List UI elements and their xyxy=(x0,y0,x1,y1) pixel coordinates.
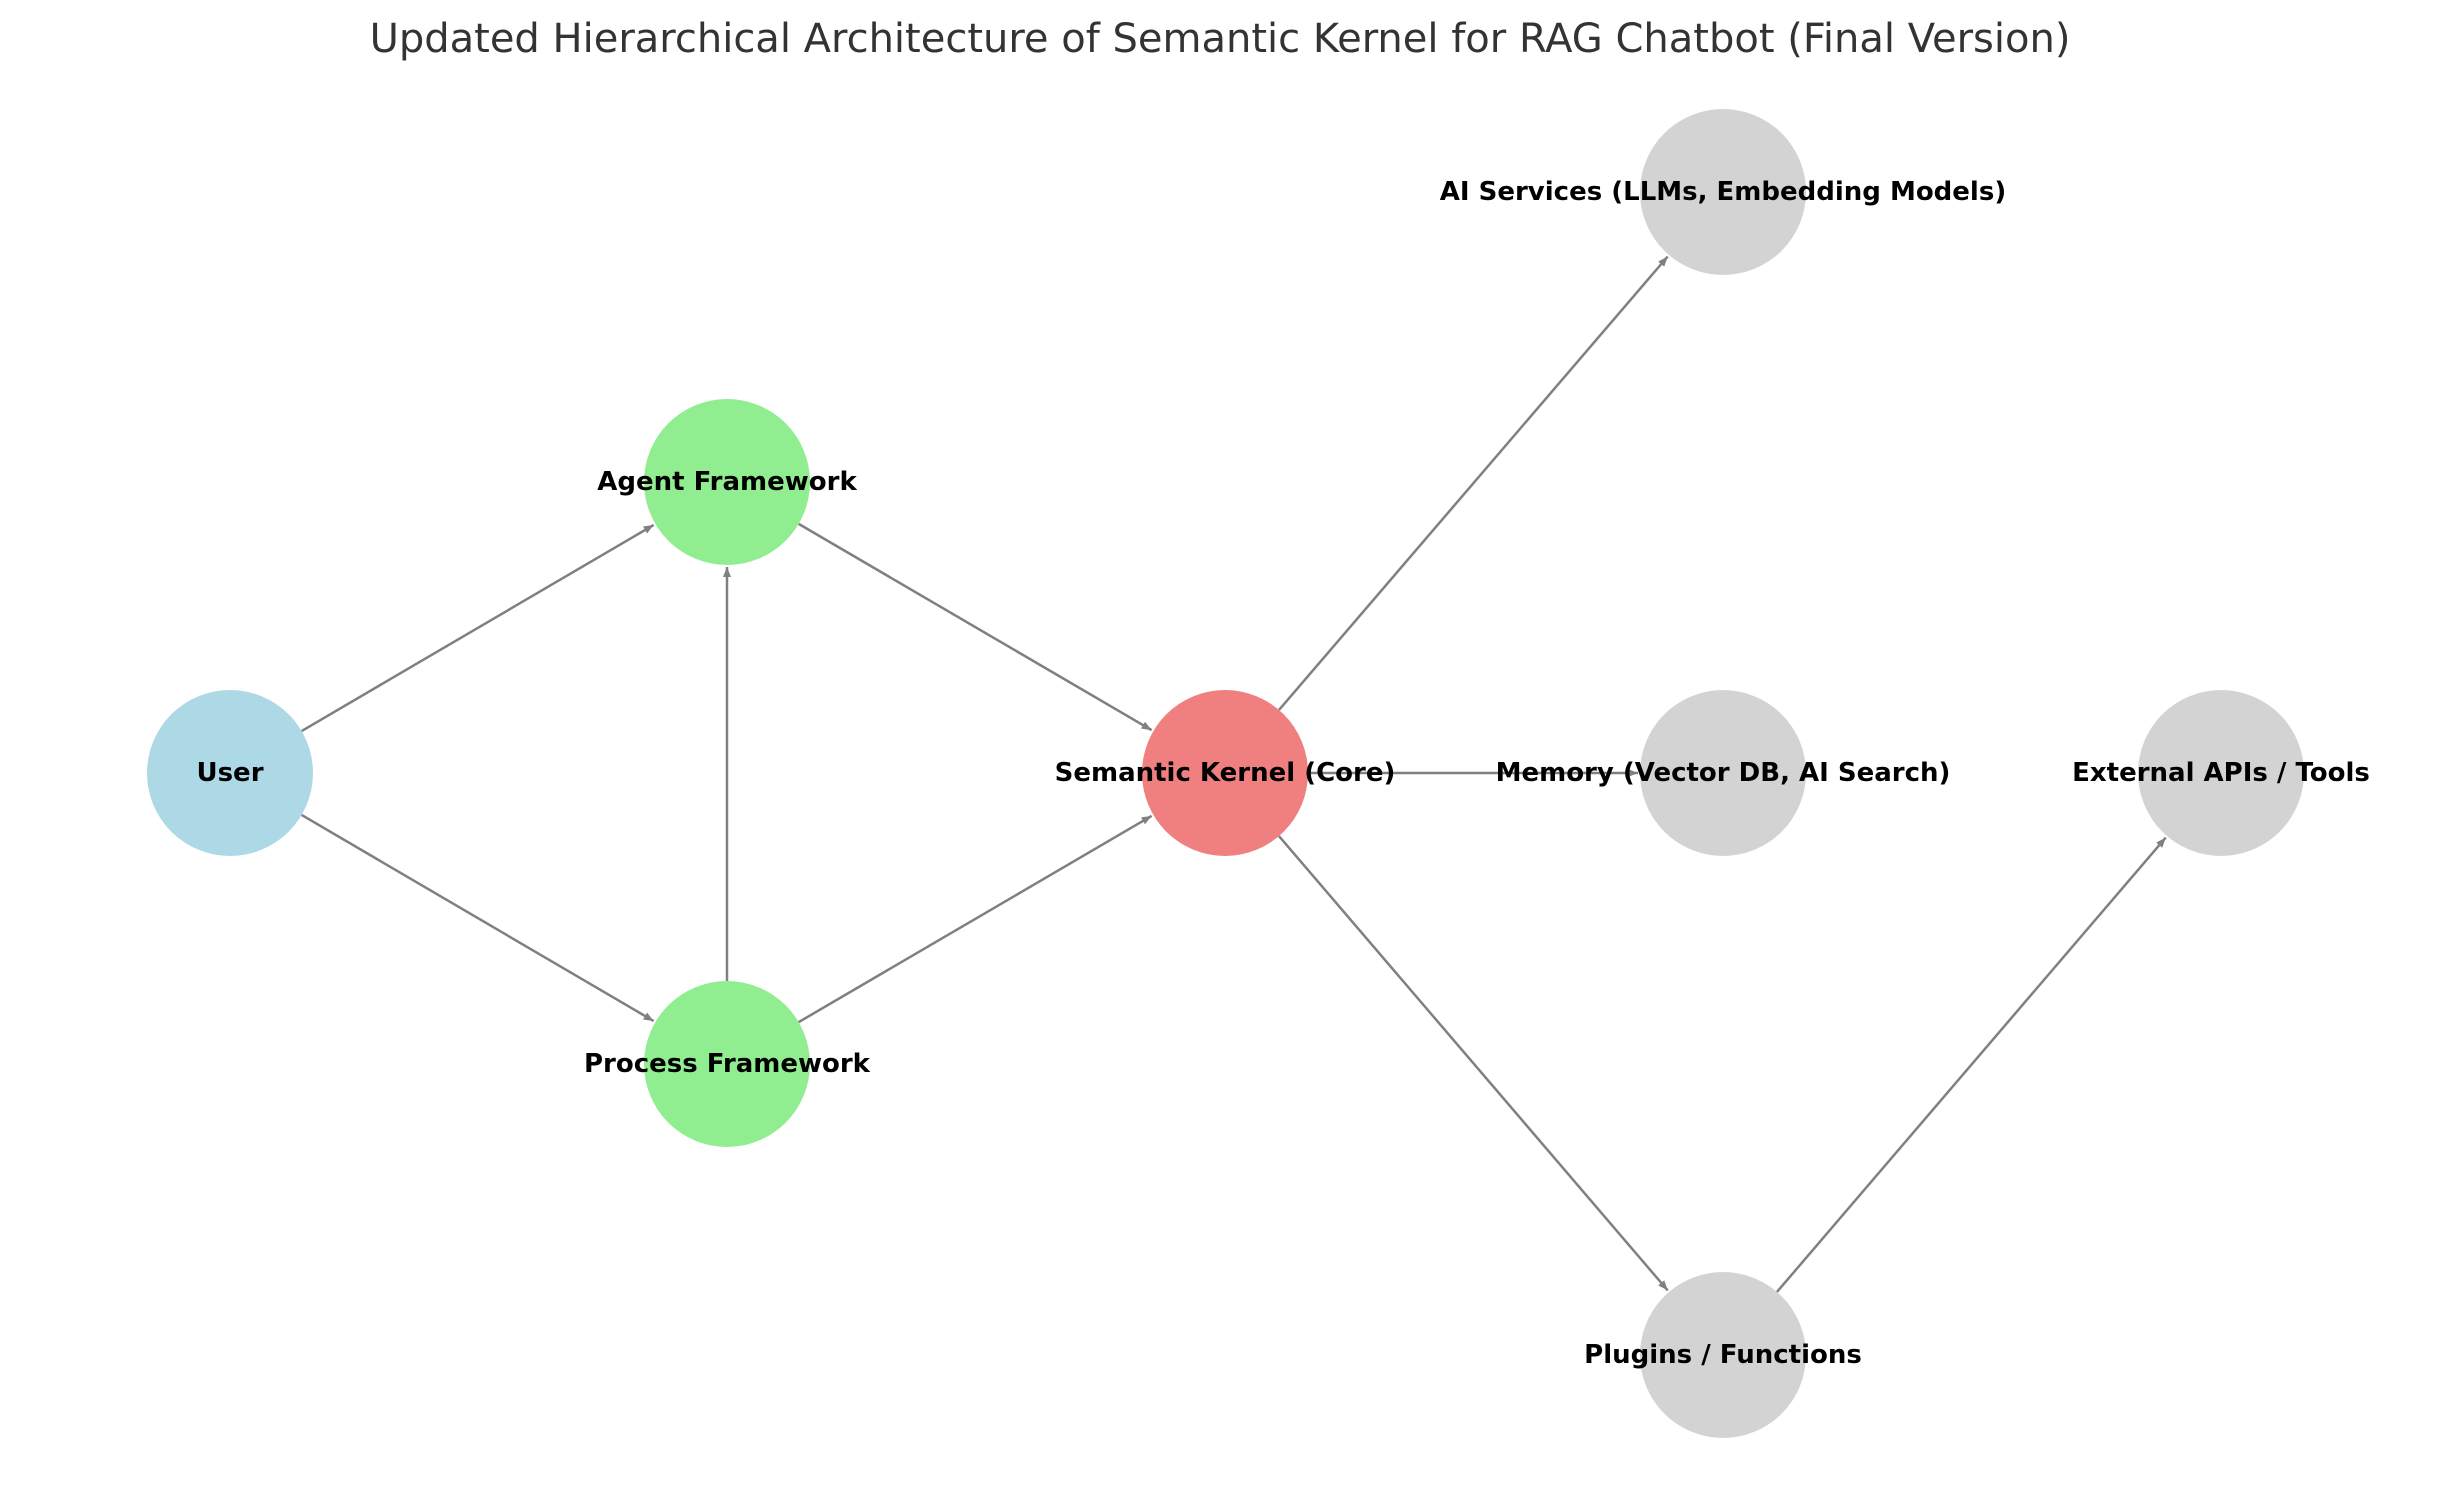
labels-layer: User Agent Framework Process Framework Sema… xyxy=(196,177,2369,1370)
diagram-title: Updated Hierarchical Architecture of Sem… xyxy=(370,16,2071,62)
edge-plugins-to-external xyxy=(1776,836,2167,1293)
node-label-memory: Memory (Vector DB, AI Search) xyxy=(1496,758,1951,788)
node-label-process: Process Framework xyxy=(584,1049,871,1079)
edges-layer xyxy=(300,255,2167,1293)
node-label-plugins: Plugins / Functions xyxy=(1584,1340,1862,1370)
nodes-layer xyxy=(147,109,2304,1438)
node-user xyxy=(147,690,313,856)
edge-kernel-to-ai xyxy=(1278,255,1669,711)
edge-kernel-to-plugins xyxy=(1278,835,1669,1292)
edge-user-to-process xyxy=(300,813,655,1023)
node-label-ai: AI Services (LLMs, Embedding Models) xyxy=(1440,177,2006,207)
node-kernel xyxy=(1142,690,1308,856)
node-label-external: External APIs / Tools xyxy=(2072,758,2370,788)
edge-agent-to-kernel xyxy=(798,522,1153,732)
edge-process-to-kernel xyxy=(798,814,1153,1024)
node-label-agent: Agent Framework xyxy=(597,467,857,497)
node-plugins xyxy=(1640,1272,1806,1438)
node-memory xyxy=(1640,690,1806,856)
edge-user-to-agent xyxy=(300,523,655,733)
node-process xyxy=(644,981,810,1147)
node-external xyxy=(2138,690,2304,856)
node-agent xyxy=(644,399,810,565)
node-ai xyxy=(1640,109,1806,275)
node-label-user: User xyxy=(196,758,263,788)
node-label-kernel: Semantic Kernel (Core) xyxy=(1055,758,1396,788)
